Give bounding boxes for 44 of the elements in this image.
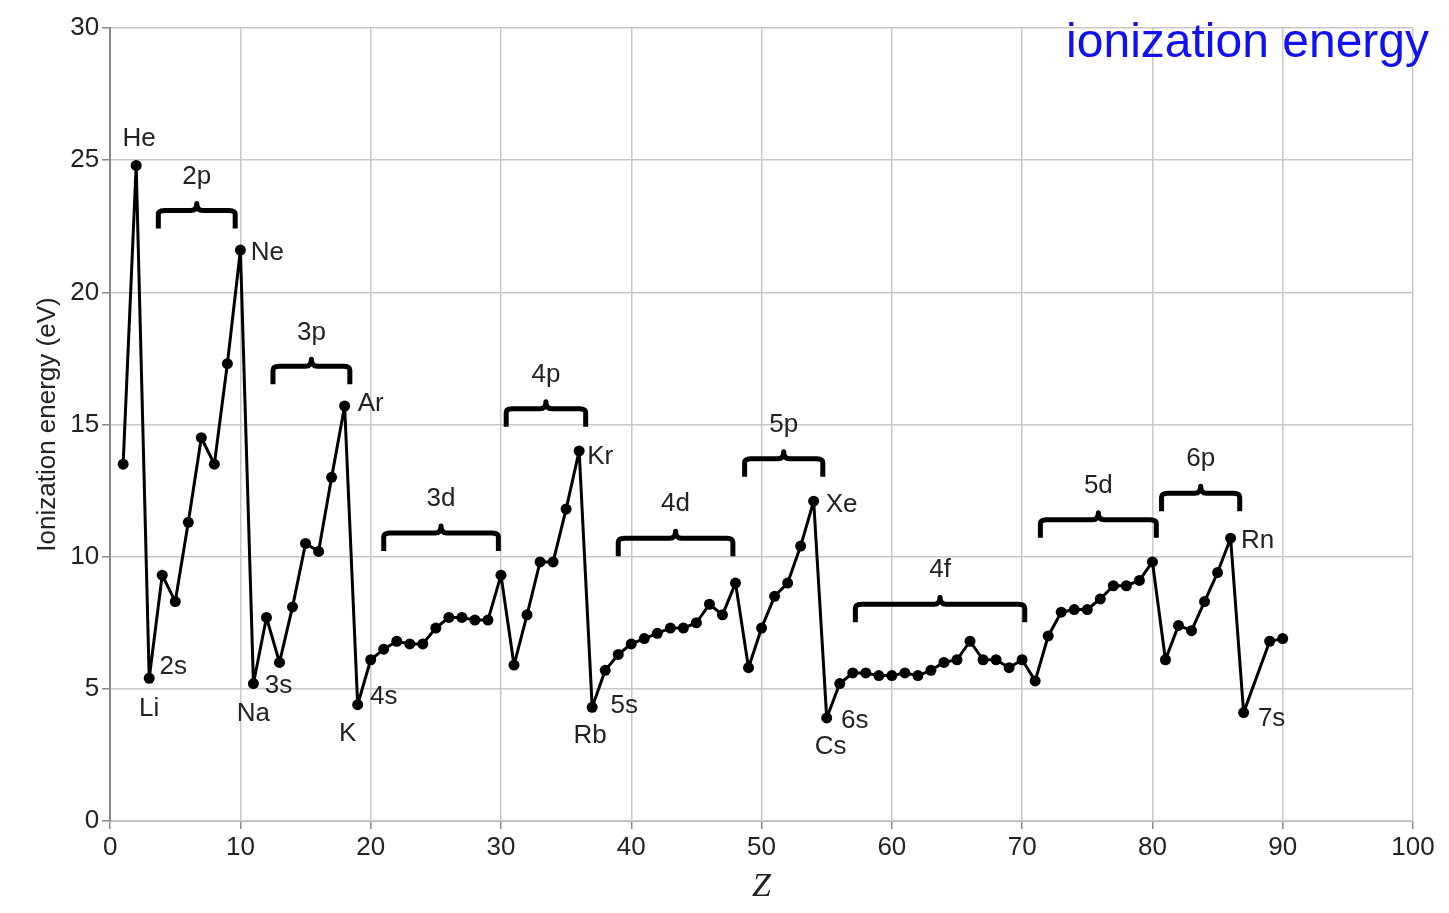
annotation: 5p: [769, 408, 799, 439]
annotation: Rb: [573, 718, 607, 749]
x-axis-title: Z: [752, 865, 773, 903]
x-tick-label: 80: [1137, 830, 1167, 861]
chart-title: ionization energy: [1066, 14, 1429, 68]
annotation: 4p: [531, 357, 561, 388]
annotation: 4d: [661, 487, 691, 518]
annotation: 3p: [296, 315, 326, 346]
annotation: K: [339, 716, 357, 747]
x-tick-label: 60: [877, 830, 907, 861]
annotation: He: [122, 121, 156, 152]
annotation: 2s: [159, 650, 187, 681]
annotation: 4s: [369, 679, 398, 710]
x-tick-label: 70: [1007, 830, 1037, 861]
x-tick-label: 20: [356, 830, 386, 861]
y-tick-label: 25: [70, 143, 100, 174]
annotation: 5d: [1083, 468, 1113, 499]
annotation: Rn: [1240, 524, 1275, 555]
x-tick-label: 40: [616, 830, 646, 861]
y-tick-label: 30: [70, 11, 100, 42]
x-tick-label: 50: [747, 830, 777, 861]
annotation: 2p: [182, 159, 212, 190]
annotation: 7s: [1257, 701, 1286, 732]
x-tick-label: 10: [225, 830, 255, 861]
annotation: 3s: [264, 668, 293, 699]
y-tick-label: 20: [70, 275, 100, 306]
y-tick-label: 0: [84, 804, 100, 835]
annotation: 6p: [1186, 442, 1216, 473]
annotation: Li: [139, 692, 160, 723]
x-tick-label: 100: [1391, 830, 1435, 861]
x-tick-label: 90: [1268, 830, 1298, 861]
annotation: Ar: [357, 387, 384, 418]
y-tick-label: 15: [70, 407, 100, 438]
y-tick-label: 5: [84, 672, 100, 703]
annotation: Na: [236, 696, 271, 727]
x-tick-label: 30: [486, 830, 516, 861]
annotation: Kr: [587, 440, 614, 471]
annotation: 5s: [610, 688, 638, 719]
annotation: 3d: [426, 482, 456, 513]
annotation: 4f: [929, 553, 952, 584]
y-axis-title: Ionization energy (eV): [30, 297, 61, 552]
y-tick-label: 10: [70, 539, 100, 570]
annotation: Xe: [825, 488, 858, 519]
annotation: Ne: [250, 236, 285, 267]
